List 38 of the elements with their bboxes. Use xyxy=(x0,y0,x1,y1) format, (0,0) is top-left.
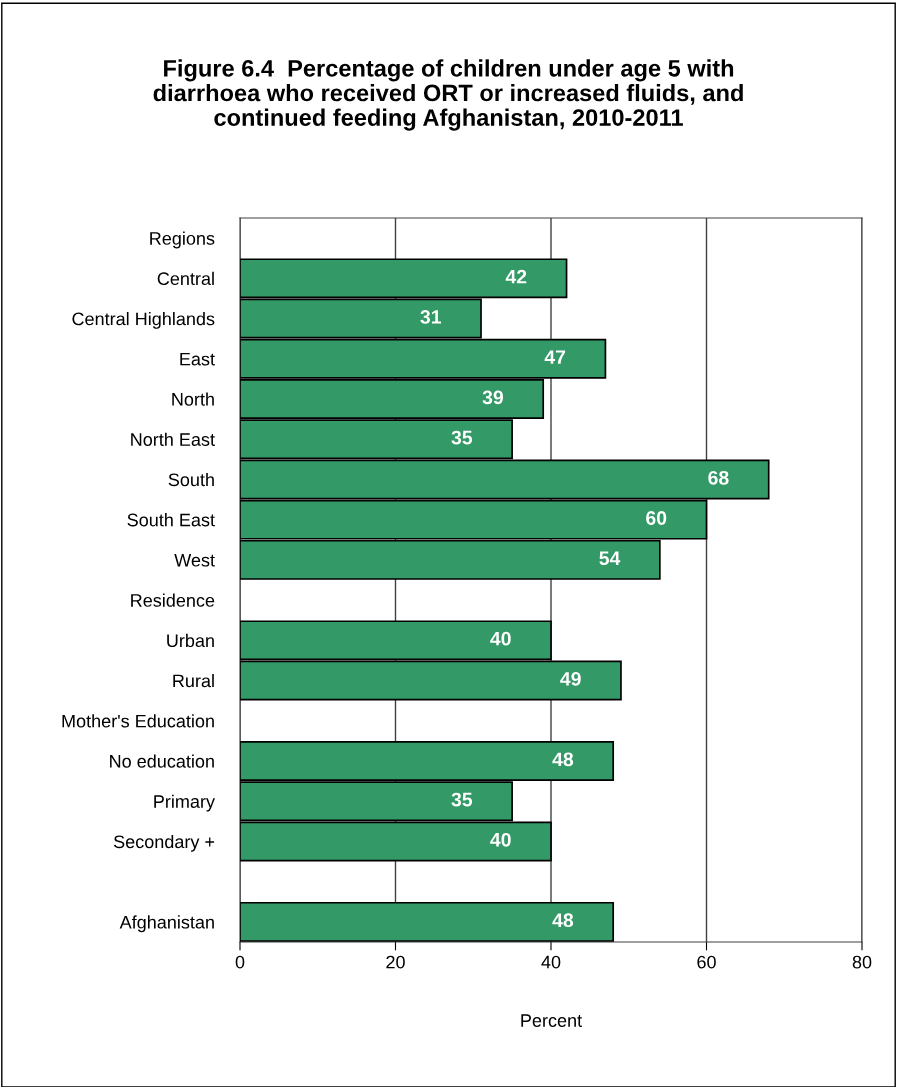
y-tick-label: Central xyxy=(157,271,214,286)
data-label: 42 xyxy=(505,269,527,284)
y-tick-label: Primary xyxy=(154,794,215,812)
data-label: 49 xyxy=(560,672,581,686)
y-tick-label: Secondary + xyxy=(113,834,215,852)
data-label: 40 xyxy=(490,631,511,646)
x-tick-label: 20 xyxy=(386,955,405,969)
data-label: 54 xyxy=(599,551,621,566)
data-label: 48 xyxy=(552,913,574,928)
y-tick-label: Rural xyxy=(173,674,214,688)
y-tick-label: No education xyxy=(110,754,214,768)
data-label: 68 xyxy=(708,470,729,485)
data-label: 35 xyxy=(451,430,473,445)
data-label: 60 xyxy=(646,511,667,525)
y-tick-label: Mother's Education xyxy=(62,714,214,728)
y-tick-label: Central Highlands xyxy=(72,312,215,329)
y-tick-label: South xyxy=(168,472,214,487)
data-label: 39 xyxy=(482,390,504,405)
data-label: 47 xyxy=(544,350,566,364)
chart-title: Figure 6.4 Percentage of children under age 5 with diarrhoea who received ORT or increased fluids, and continued feeding Afghanistan, 2010-2011 xyxy=(153,59,743,131)
x-tick-label: 0 xyxy=(235,955,245,969)
y-tick-label: Residence xyxy=(131,593,215,607)
data-label: 35 xyxy=(451,792,473,807)
y-tick-label: Afghanistan xyxy=(119,915,214,933)
y-tick-label: North xyxy=(172,392,214,406)
y-tick-label: South East xyxy=(127,513,215,527)
x-axis-title: Percent xyxy=(521,1014,582,1027)
data-label: 40 xyxy=(490,832,511,847)
y-tick-label: North East xyxy=(131,432,215,446)
y-tick-label: East xyxy=(180,352,215,366)
data-label: 31 xyxy=(420,310,441,324)
x-tick-label: 40 xyxy=(541,955,561,969)
x-tick-label: 80 xyxy=(852,955,872,969)
y-tick-label: West xyxy=(174,554,215,567)
data-label: 48 xyxy=(552,752,574,767)
y-tick-label: Regions xyxy=(150,231,215,249)
y-tick-label: Urban xyxy=(167,633,214,648)
x-tick-label: 60 xyxy=(697,955,716,969)
